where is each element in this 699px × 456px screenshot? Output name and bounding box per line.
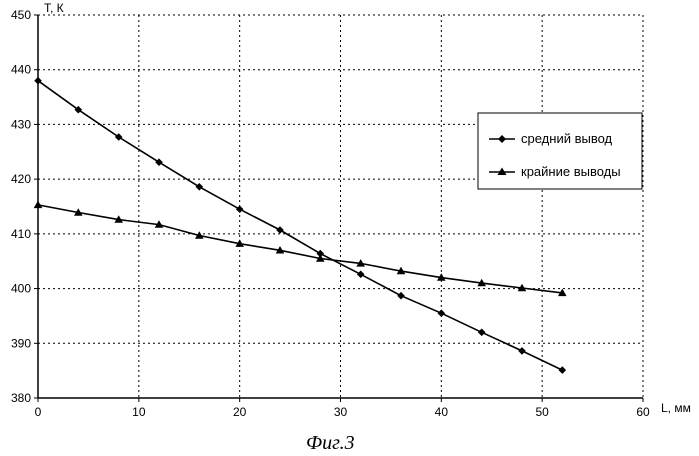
chart-legend: средний вывод крайние выводы [478,113,642,189]
y-tick-label: 430 [11,117,31,131]
legend-label-series-1: средний вывод [521,131,613,146]
figure-caption: Фиг.3 [306,432,355,454]
y-tick-label: 410 [11,227,31,241]
x-tick-label: 40 [435,405,449,419]
data-point-diamond [397,292,405,300]
data-point-diamond [478,329,486,337]
x-tick-label: 50 [535,405,549,419]
legend-label-series-2: крайние выводы [521,164,621,179]
data-point-diamond [438,309,446,317]
data-point-triangle [34,201,43,209]
x-axis-label: L, мм [661,401,691,415]
data-point-diamond [276,226,284,234]
y-tick-label: 420 [11,172,31,186]
data-point-diamond [518,347,526,355]
y-tick-label: 400 [11,282,31,296]
data-point-diamond [196,183,204,191]
grid-lines [38,15,643,398]
y-axis-label: T, К [44,1,64,15]
x-tick-label: 0 [35,405,42,419]
y-tick-label: 380 [11,391,31,405]
data-point-diamond [155,158,163,166]
series-2 [34,201,567,297]
data-point-diamond [236,205,244,213]
chart-axes [34,15,643,402]
y-tick-label: 440 [11,63,31,77]
data-point-diamond [357,271,365,279]
x-tick-label: 60 [636,405,650,419]
series-line-2 [38,205,562,293]
y-tick-label: 450 [11,8,31,22]
x-tick-label: 10 [132,405,146,419]
y-tick-label: 390 [11,336,31,350]
x-tick-label: 30 [334,405,348,419]
data-point-diamond [559,366,567,374]
x-tick-label: 20 [233,405,247,419]
